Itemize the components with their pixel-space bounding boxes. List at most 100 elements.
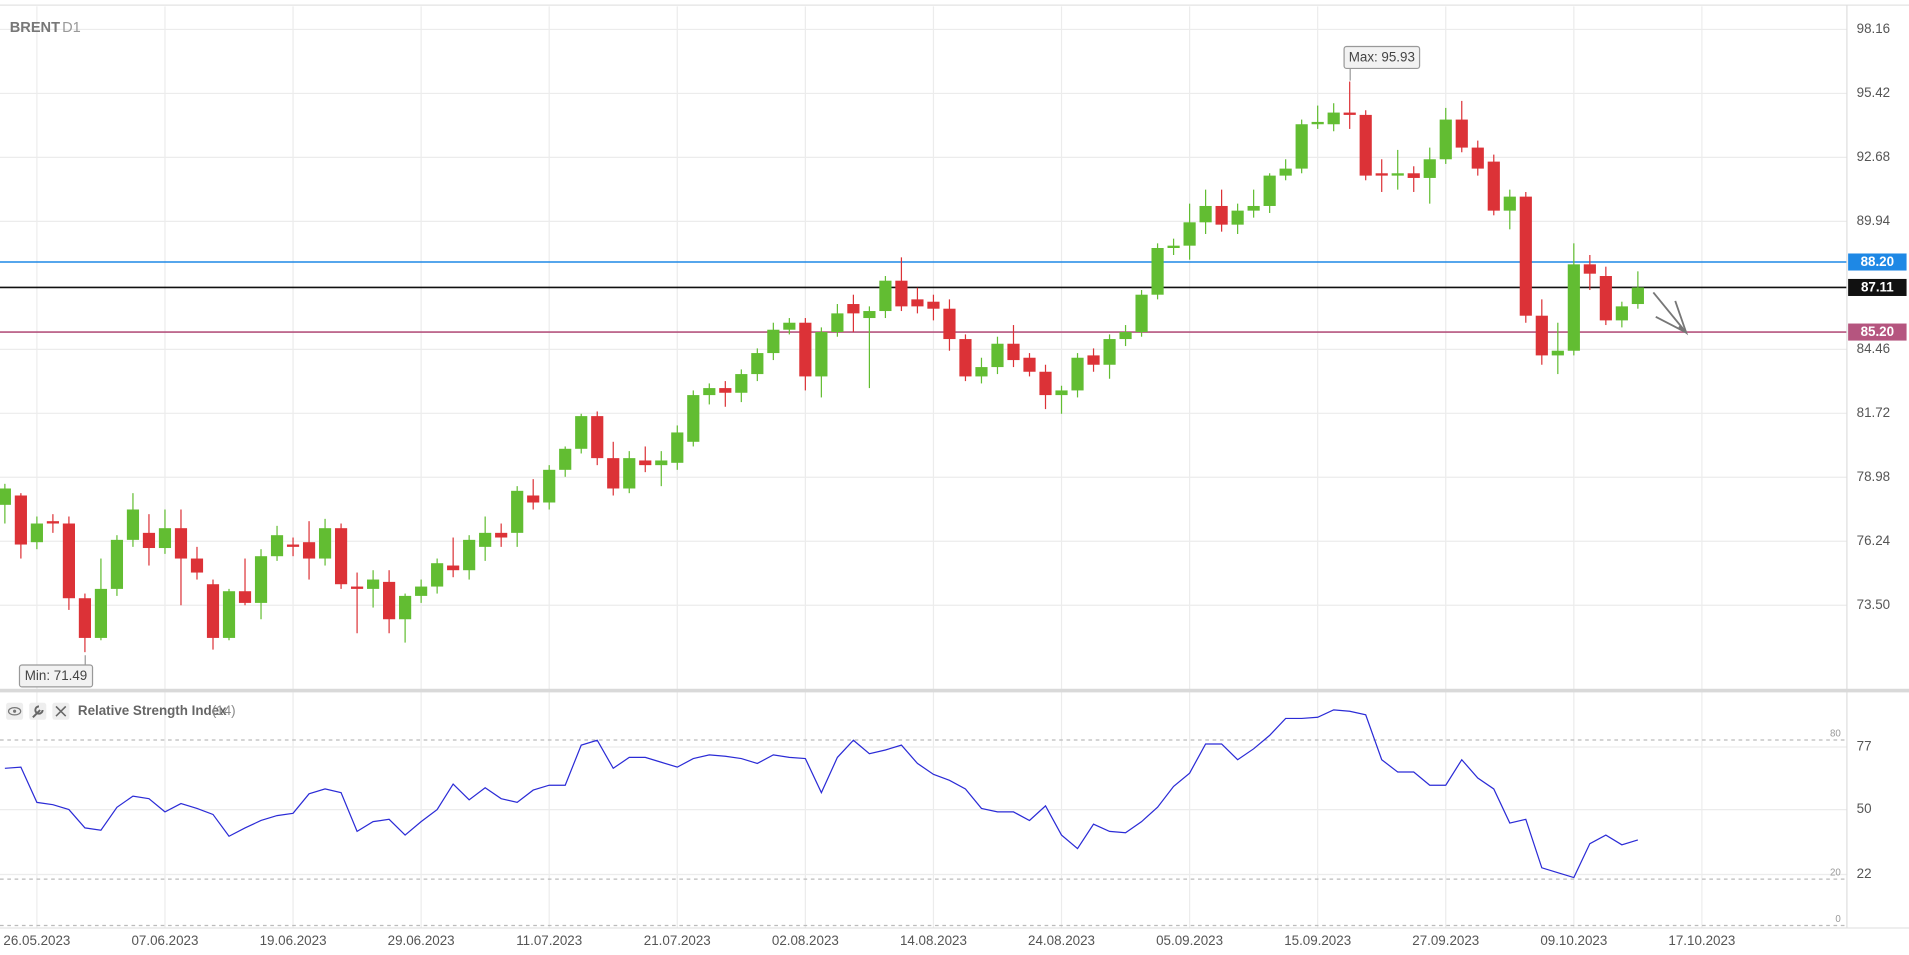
candle-body (1183, 222, 1196, 246)
x-tick-label: 21.07.2023 (644, 933, 711, 948)
candle-body (1599, 276, 1612, 321)
max-label: Max: 95.93 (1349, 50, 1415, 65)
candle-body (751, 353, 764, 375)
rsi-title: Relative Strength Index (78, 703, 227, 718)
candle-body (350, 586, 364, 589)
candle-body (1503, 196, 1516, 211)
candle-body (14, 495, 27, 545)
rsi-header: Relative Strength Index (14) (6, 702, 236, 720)
candle-body (735, 374, 748, 393)
candle-body (110, 539, 124, 589)
y-tick-label: 95.42 (1857, 85, 1890, 100)
candle-body (1119, 332, 1132, 340)
level-label: 87.11 (1861, 280, 1894, 295)
candle-body (783, 322, 796, 330)
candle-body (607, 458, 620, 489)
candle-body (1167, 245, 1180, 248)
min-box (18, 664, 94, 688)
x-tick-label: 17.10.2023 (1668, 933, 1735, 948)
candle-body (911, 299, 924, 307)
candle-body (639, 460, 652, 466)
y-tick-label: 76.24 (1857, 533, 1891, 548)
candle-body (767, 329, 780, 354)
candle-body (1583, 264, 1596, 274)
candle-body (1375, 173, 1388, 176)
rsi-tick-label: 50 (1857, 801, 1872, 816)
candle-body (94, 588, 108, 638)
candle-body (991, 343, 1004, 368)
y-tick-label: 84.46 (1857, 341, 1890, 356)
y-tick-label: 89.94 (1857, 213, 1891, 228)
eye-icon (7, 706, 22, 716)
rsi-level-label: 20 (1830, 868, 1841, 879)
candle-body (591, 416, 604, 459)
level-label-box (1848, 253, 1907, 271)
rsi-period: (14) (212, 703, 236, 718)
candle-body (495, 532, 508, 538)
level-label-box (1848, 323, 1907, 341)
candle-body (1247, 205, 1260, 211)
candle-body (799, 322, 812, 377)
candle-body (1135, 294, 1148, 333)
candle-body (1055, 390, 1068, 396)
candle-body (1359, 114, 1372, 176)
x-tick-label: 09.10.2023 (1540, 933, 1607, 948)
rsi-tick-label: 22 (1857, 866, 1872, 881)
candle-body (254, 556, 268, 603)
candle-body (1311, 121, 1324, 125)
x-tick-label: 05.09.2023 (1156, 933, 1223, 948)
candle-body (190, 558, 204, 573)
level-label: 85.20 (1861, 324, 1894, 339)
candle-body (1263, 175, 1276, 206)
y-tick-label: 92.68 (1857, 149, 1890, 164)
candle-body (1231, 210, 1244, 225)
candle-body (831, 313, 844, 333)
y-tick-label: 81.72 (1857, 405, 1890, 420)
y-tick-label: 98.16 (1857, 21, 1890, 36)
candle-body (383, 581, 396, 620)
min-label: Min: 71.49 (25, 668, 87, 683)
candle-body (270, 535, 284, 557)
candle-body (1615, 306, 1628, 321)
candle-body (623, 458, 636, 489)
x-tick-label: 26.05.2023 (3, 933, 70, 948)
candle-body (479, 532, 492, 547)
candle-body (1391, 173, 1404, 176)
max-annotation: Max: 95.93 (1343, 45, 1421, 81)
candle-body (1023, 357, 1036, 372)
x-tick-label: 11.07.2023 (516, 933, 582, 948)
level-label: 88.20 (1861, 254, 1894, 269)
x-tick-label: 02.08.2023 (772, 933, 839, 948)
timeframe: D1 (62, 20, 81, 36)
candle-body (238, 591, 252, 603)
candle-body (415, 586, 428, 596)
candle-body (527, 495, 540, 503)
candle-body (1007, 343, 1020, 361)
candle-body (62, 523, 75, 599)
candle-body (1071, 357, 1084, 391)
candle-body (1423, 159, 1436, 178)
axes: 26.05.2023 07.06.2023 19.06.2023 29.06.2023… (3, 21, 1907, 948)
y-tick-label: 73.50 (1857, 597, 1890, 612)
candle-body (1631, 287, 1644, 305)
candle-body (158, 528, 172, 549)
rsi-tick-label: 77 (1857, 738, 1872, 753)
level-label-box (1848, 278, 1907, 296)
candle-body (206, 584, 220, 638)
candle-body (879, 280, 892, 312)
candle-body (703, 388, 716, 396)
arrow-shaft-2 (1655, 315, 1687, 334)
candle-body (286, 544, 300, 547)
candle-body (1199, 205, 1212, 223)
x-tick-label: 19.06.2023 (260, 933, 327, 948)
candle-body (1487, 161, 1500, 211)
candle-body (302, 542, 316, 559)
candle-body (655, 460, 668, 466)
candle-body (895, 280, 908, 307)
rsi-pane: 0 20 80 (0, 709, 1847, 927)
y-tick-label: 78.98 (1857, 469, 1890, 484)
candle-body (687, 395, 700, 442)
candle-body (30, 523, 43, 543)
rsi-level-label: 80 (1830, 728, 1841, 739)
